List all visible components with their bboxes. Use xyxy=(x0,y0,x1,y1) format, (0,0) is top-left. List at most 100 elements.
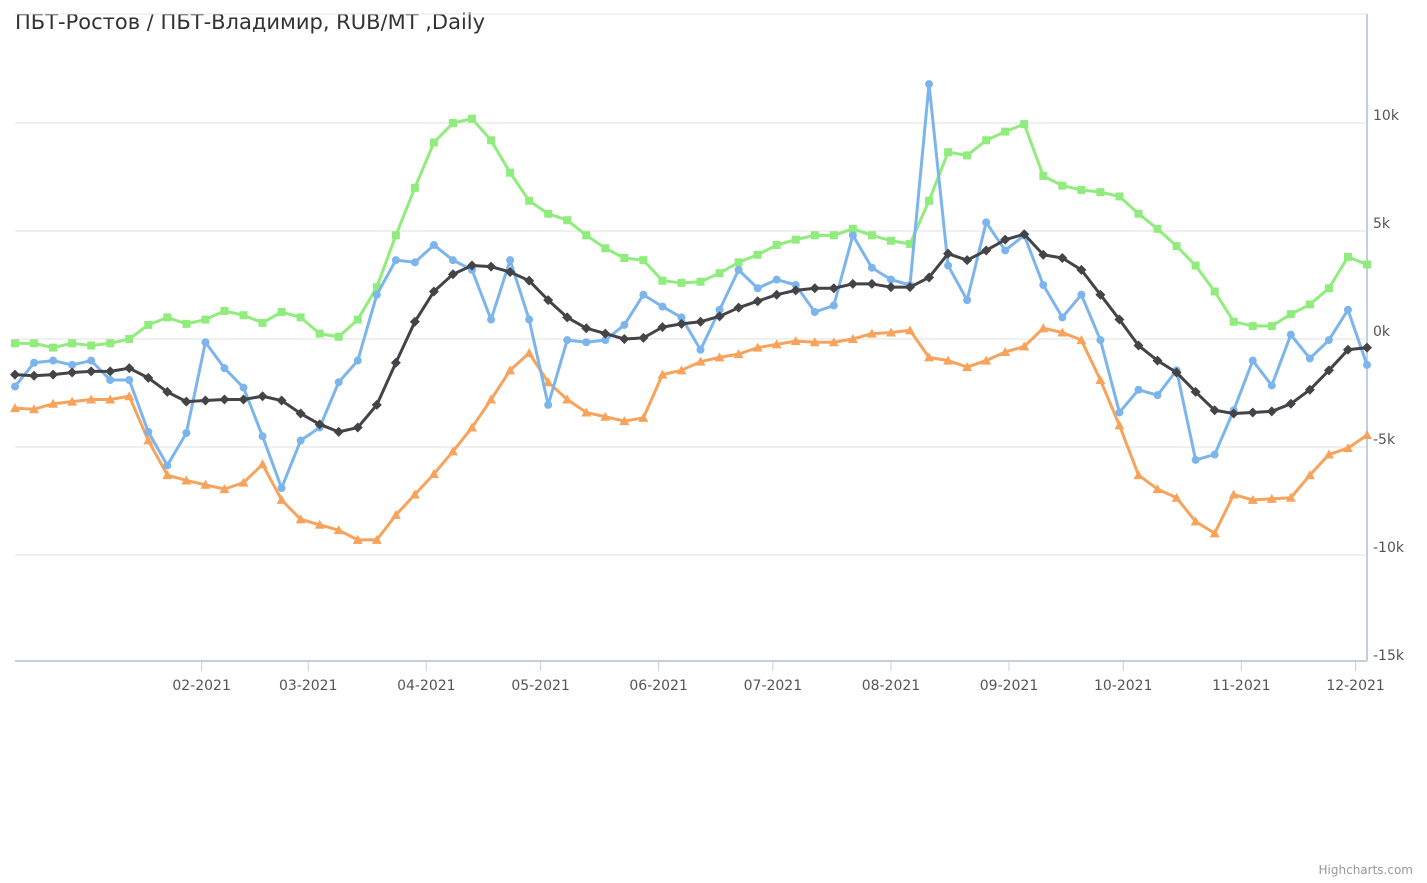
series-1-point xyxy=(828,337,839,347)
series-1-point xyxy=(67,396,78,406)
series-2-point xyxy=(372,290,381,299)
series-2-point xyxy=(1039,281,1048,289)
series-2-point xyxy=(334,378,343,387)
series-1-point xyxy=(790,336,801,346)
series-1-point xyxy=(600,411,611,421)
series-3-point xyxy=(1342,344,1353,355)
series-2-point xyxy=(867,263,876,272)
series-3-point xyxy=(29,370,40,381)
series-3-point xyxy=(67,367,78,378)
series-0-point xyxy=(639,256,648,265)
series-2-point xyxy=(886,275,895,284)
series-2-point xyxy=(353,356,362,365)
series-2-point xyxy=(810,308,819,316)
series-0-point xyxy=(182,319,191,328)
series-0-point xyxy=(601,244,610,253)
series-2-point xyxy=(753,284,762,293)
series-3-point xyxy=(467,260,478,271)
series-1-point xyxy=(1285,492,1296,502)
series-2-line xyxy=(13,82,1369,490)
series-2-point xyxy=(125,376,134,385)
series-0-point xyxy=(1077,185,1086,194)
x-tick-label: 11-2021 xyxy=(1212,678,1271,694)
series-1-point xyxy=(581,407,592,417)
series-2-point xyxy=(106,376,115,385)
series-2-point xyxy=(296,436,305,445)
series-2-point xyxy=(544,400,553,409)
series-0-point xyxy=(1058,181,1067,190)
series-2-point xyxy=(1324,336,1333,345)
series-0-point xyxy=(277,308,286,316)
series-3-point xyxy=(390,357,401,368)
series-3-point xyxy=(562,312,573,323)
series-3-point xyxy=(962,255,973,266)
series-3-point xyxy=(48,369,59,380)
series-0-point xyxy=(201,315,210,324)
series-0-point xyxy=(448,119,457,127)
series-1-point xyxy=(238,477,249,487)
series-1-point xyxy=(1171,492,1182,502)
series-3-point xyxy=(371,399,382,410)
series-1-point xyxy=(885,327,896,337)
series-2-point xyxy=(182,428,191,437)
series-3-point xyxy=(828,283,839,294)
series-1-point xyxy=(657,369,668,379)
series-3-point xyxy=(1095,289,1106,300)
series-0-point xyxy=(410,183,419,192)
series-3-point xyxy=(219,394,230,405)
highcharts-credits-link[interactable]: Highcharts.com xyxy=(1318,863,1413,877)
series-0-point xyxy=(696,277,705,286)
series-1-point xyxy=(467,422,478,432)
series-1-point xyxy=(257,459,268,469)
series-2-point xyxy=(239,383,248,392)
series-0-point xyxy=(525,196,534,205)
series-0-point xyxy=(677,278,686,287)
series-0-point xyxy=(925,196,934,205)
series-0-point xyxy=(715,269,724,278)
series-1-point xyxy=(29,404,40,414)
series-0-point xyxy=(315,329,324,338)
series-1-point xyxy=(371,534,382,544)
series-2-point xyxy=(410,258,419,267)
series-3-point xyxy=(771,289,782,300)
series-1-point xyxy=(486,394,497,404)
x-tick-label: 05-2021 xyxy=(511,678,570,694)
series-1-point xyxy=(1304,470,1315,480)
x-tick-label: 02-2021 xyxy=(172,678,231,694)
series-3-point xyxy=(1285,398,1296,409)
series-1-point xyxy=(619,416,630,426)
y-tick-label: 5k xyxy=(1373,216,1391,232)
series-0-point xyxy=(1020,120,1029,129)
series-2-point xyxy=(1267,381,1276,390)
series-1-point xyxy=(295,514,306,524)
series-2-point xyxy=(429,241,438,250)
series-0-point xyxy=(1153,224,1162,233)
series-3-point xyxy=(581,323,592,334)
x-tick-label: 03-2021 xyxy=(279,678,338,694)
series-0-line xyxy=(15,117,1368,350)
series-3-point xyxy=(314,419,325,430)
series-0-point xyxy=(829,231,838,240)
series-1-point xyxy=(200,479,211,489)
series-2-point xyxy=(791,281,800,289)
series-2-point xyxy=(1115,408,1124,417)
series-1-point xyxy=(981,355,992,365)
series-0-point xyxy=(1001,127,1010,136)
y-tick-label: -10k xyxy=(1373,540,1405,556)
series-2-point xyxy=(1191,455,1200,464)
series-0-point xyxy=(163,313,172,322)
series-3-point xyxy=(105,366,116,377)
series-1-point xyxy=(1152,484,1163,494)
series-3-point xyxy=(1362,342,1372,353)
series-2-point xyxy=(220,364,229,373)
x-tick-label: 06-2021 xyxy=(629,678,688,694)
series-0-point xyxy=(658,276,667,285)
series-0-point xyxy=(30,339,39,348)
series-2-point xyxy=(1210,450,1219,459)
series-0-point xyxy=(620,254,629,262)
series-2-point xyxy=(144,427,153,436)
series-3-point xyxy=(695,316,706,327)
series-0-point xyxy=(11,339,19,348)
series-1-point xyxy=(524,348,535,358)
